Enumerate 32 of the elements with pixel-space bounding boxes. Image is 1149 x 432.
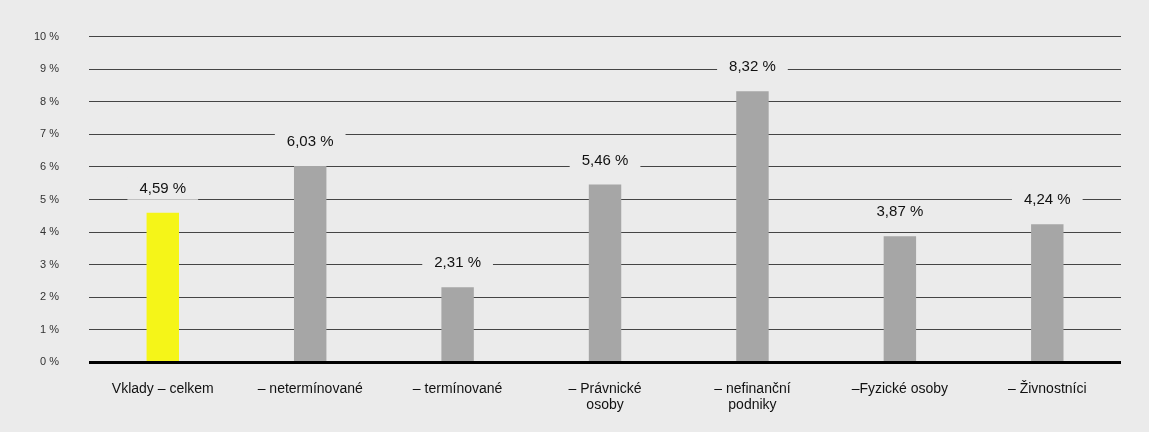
x-tick-label: – Právnické osoby xyxy=(568,379,642,413)
y-tick-label: 4 % xyxy=(40,225,60,238)
bar xyxy=(146,212,179,361)
bar xyxy=(883,236,917,361)
y-tick-label: 2 % xyxy=(40,290,60,303)
bar xyxy=(293,165,327,361)
x-tick-label: – termínované xyxy=(412,379,503,396)
y-tick-label: 3 % xyxy=(40,257,60,270)
data-label: 6,03 % xyxy=(286,132,334,150)
y-tick-label: 8 % xyxy=(40,94,60,107)
y-tick-label: 7 % xyxy=(40,127,60,140)
bar xyxy=(1031,224,1064,361)
data-label: 5,46 % xyxy=(581,150,629,168)
y-tick-label: 0 % xyxy=(40,355,60,368)
bar xyxy=(588,184,622,361)
data-label: 3,87 % xyxy=(876,202,924,220)
data-label: 8,32 % xyxy=(729,57,776,75)
y-tick-label: 6 % xyxy=(40,159,60,172)
y-tick-label: 10 % xyxy=(33,29,60,42)
x-tick-label: –Fyzické osoby xyxy=(851,379,949,396)
y-tick-label: 1 % xyxy=(40,322,60,335)
bar xyxy=(441,287,474,361)
x-tick-label: – nefinanční podniky xyxy=(714,379,791,413)
y-tick-label: 9 % xyxy=(40,62,60,75)
x-tick-label: – Živnostníci xyxy=(1007,379,1087,396)
x-tick-label: – netermínované xyxy=(257,379,363,396)
data-label: 4,24 % xyxy=(1023,190,1071,208)
x-tick-label: Vklady – celkem xyxy=(111,379,214,396)
data-label: 4,59 % xyxy=(139,179,187,196)
bar xyxy=(736,91,769,361)
y-tick-label: 5 % xyxy=(40,192,60,205)
data-label: 2,31 % xyxy=(434,253,481,271)
